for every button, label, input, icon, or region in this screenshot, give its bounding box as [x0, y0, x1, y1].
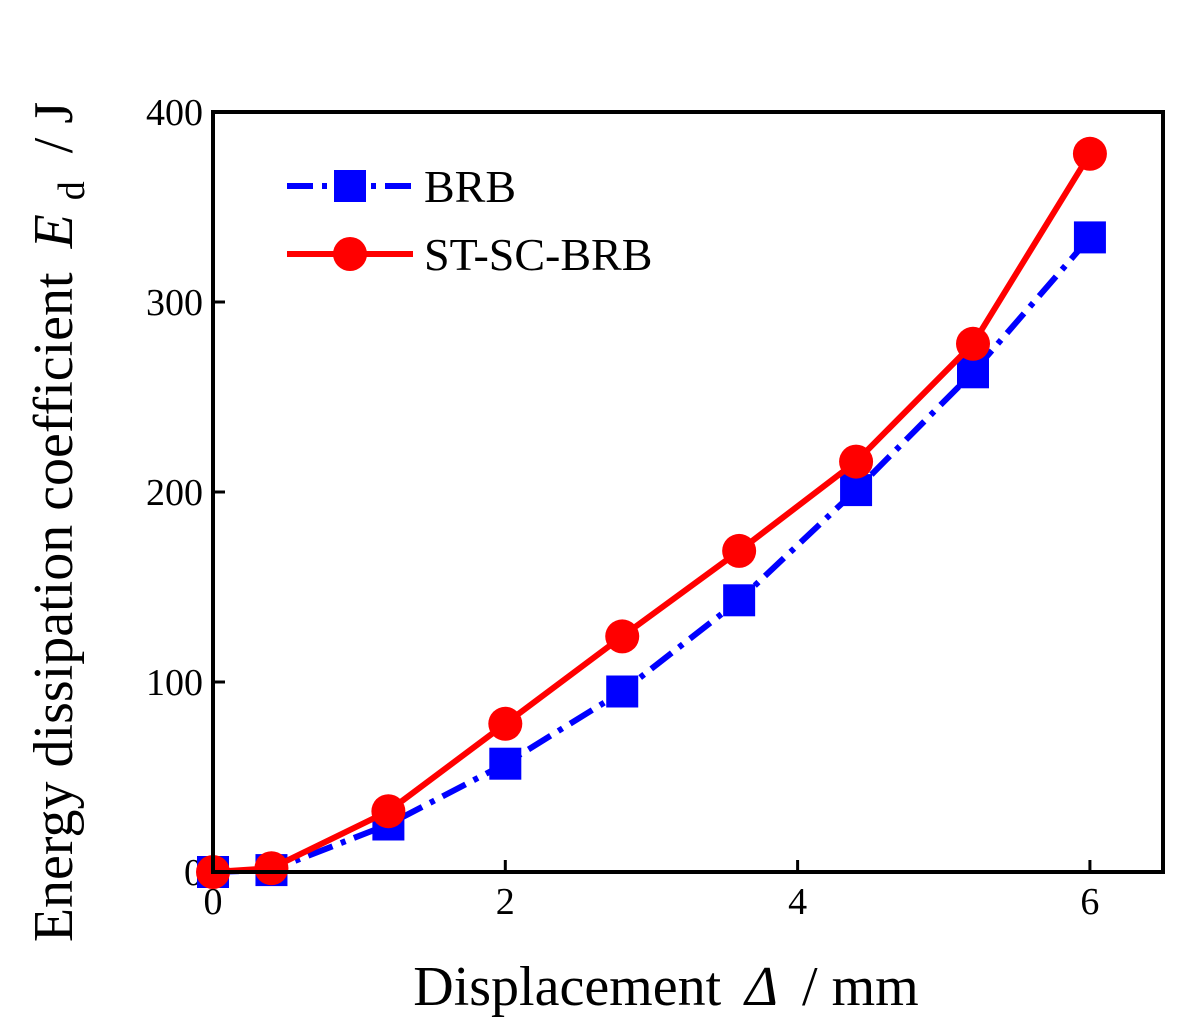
- plot-frame: [211, 110, 1165, 874]
- y-tick-label: 400: [146, 92, 203, 134]
- legend-label: ST-SC-BRB: [424, 229, 652, 280]
- x-axis-title-label: Displacement: [413, 956, 721, 1018]
- legend-label: BRB: [424, 161, 516, 212]
- legend-item-st-sc-brb: ST-SC-BRB: [287, 229, 652, 280]
- data-point-brb: [723, 584, 756, 617]
- legend-marker: [333, 237, 367, 271]
- x-axis-title-symbol: Δ: [743, 956, 778, 1018]
- y-tick-label: 200: [146, 472, 203, 514]
- series-brb: [197, 221, 1106, 888]
- x-tick-label: 4: [788, 881, 807, 923]
- series-layer: [196, 136, 1107, 889]
- y-tick-label: 300: [146, 282, 203, 324]
- x-tick-label: 6: [1080, 881, 1099, 923]
- data-point-st-sc-brb: [371, 794, 406, 829]
- data-point-st-sc-brb: [488, 706, 523, 741]
- legend: BRB ST-SC-BRB: [287, 161, 652, 280]
- x-axis-title-unit: / mm: [802, 956, 919, 1018]
- data-point-st-sc-brb: [605, 619, 640, 654]
- y-axis-title: Energy dissipation coefficient E d / J: [23, 102, 97, 942]
- series-st-sc-brb: [196, 136, 1107, 889]
- y-axis-title-symbol: E: [23, 214, 85, 249]
- y-axis-title-subscript: d: [51, 181, 93, 200]
- x-axis-title: Displacement Δ / mm: [413, 956, 918, 1018]
- data-point-brb: [957, 356, 989, 389]
- x-tick-label: 0: [204, 881, 223, 923]
- y-axis-title-unit: / J: [23, 102, 85, 153]
- legend-item-brb: BRB: [287, 161, 516, 212]
- data-point-st-sc-brb: [956, 326, 990, 361]
- data-point-brb: [840, 474, 873, 507]
- data-point-brb: [606, 675, 639, 708]
- data-point-st-sc-brb: [1072, 136, 1107, 171]
- data-point-st-sc-brb: [254, 851, 289, 886]
- x-tick-label: 2: [496, 881, 515, 923]
- series-line-brb: [212, 235, 1093, 875]
- legend-marker: [334, 170, 366, 202]
- y-axis-title-label: Energy dissipation coefficient: [23, 272, 85, 942]
- data-point-brb: [1073, 221, 1106, 254]
- data-point-st-sc-brb: [722, 533, 757, 568]
- data-point-brb: [489, 747, 522, 780]
- data-point-st-sc-brb: [839, 444, 874, 479]
- y-tick-label: 100: [146, 662, 203, 704]
